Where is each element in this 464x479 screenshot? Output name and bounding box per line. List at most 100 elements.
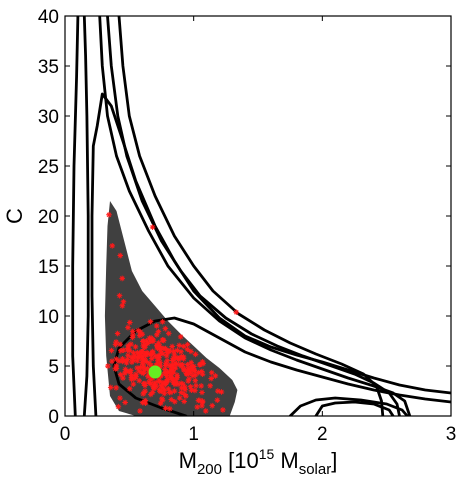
sample-point xyxy=(193,382,199,389)
sample-point xyxy=(150,384,157,390)
sample-point xyxy=(120,375,126,381)
sample-point xyxy=(147,318,154,325)
x-tick-label: 3 xyxy=(446,424,457,445)
sample-point xyxy=(107,384,114,391)
sample-point xyxy=(157,400,164,407)
sample-point xyxy=(146,360,152,366)
sample-point xyxy=(131,354,137,360)
sample-point xyxy=(124,356,131,363)
sample-point xyxy=(181,384,188,390)
sample-point xyxy=(178,348,184,355)
sample-point xyxy=(140,370,147,377)
sample-point xyxy=(189,364,196,371)
sample-point xyxy=(134,354,141,361)
sample-point xyxy=(198,368,205,375)
sample-point xyxy=(233,309,240,316)
sample-point xyxy=(155,328,162,335)
sample-point xyxy=(137,364,144,371)
sample-point xyxy=(153,323,160,329)
sample-point xyxy=(134,358,141,364)
sample-point xyxy=(195,397,202,404)
sample-point xyxy=(199,389,205,396)
sample-point xyxy=(175,356,182,363)
sample-point xyxy=(120,298,127,305)
sample-point xyxy=(164,347,170,354)
sample-point xyxy=(165,386,172,392)
sample-point xyxy=(130,381,137,387)
sample-point xyxy=(167,406,173,412)
sample-point xyxy=(132,344,139,350)
sample-point xyxy=(105,363,111,369)
sample-point xyxy=(128,354,135,361)
sample-point xyxy=(187,369,194,375)
sample-point xyxy=(169,357,176,364)
sample-point xyxy=(177,334,184,340)
sample-point xyxy=(168,374,175,381)
y-tick-label: 25 xyxy=(38,157,59,178)
y-tick-label: 30 xyxy=(38,107,59,128)
sample-point xyxy=(208,369,215,376)
sample-point xyxy=(120,347,127,353)
sample-point xyxy=(178,389,184,396)
sample-point xyxy=(117,252,124,259)
x-tick-label: 0 xyxy=(60,424,71,445)
sample-point xyxy=(116,358,122,364)
sample-point xyxy=(119,275,125,282)
sample-point xyxy=(192,351,199,358)
contour-line-2 xyxy=(71,16,80,416)
sample-point xyxy=(220,407,226,413)
contour-line-6 xyxy=(117,16,385,416)
x-label-unit: M xyxy=(274,448,298,473)
x-tick-label: 1 xyxy=(188,424,199,445)
sample-point xyxy=(162,362,169,369)
sample-point xyxy=(171,388,178,394)
sample-point xyxy=(180,343,187,350)
sample-point xyxy=(184,346,191,353)
x-label-base: M xyxy=(179,448,197,473)
x-label-bracket-close: ] xyxy=(331,448,337,473)
sample-point xyxy=(174,372,180,378)
sample-point xyxy=(169,377,175,383)
sample-point xyxy=(153,332,160,338)
sample-point xyxy=(123,360,130,366)
sample-point xyxy=(136,354,143,360)
sample-point xyxy=(171,398,178,405)
sample-point xyxy=(126,385,133,392)
sample-point xyxy=(127,367,134,374)
sample-point xyxy=(144,340,151,347)
sample-point xyxy=(191,367,198,373)
sample-point xyxy=(139,399,146,406)
sample-point xyxy=(133,373,139,380)
sample-point xyxy=(148,391,154,398)
sample-point xyxy=(148,362,154,369)
sample-point xyxy=(163,372,170,379)
sample-point xyxy=(144,350,150,356)
sample-point xyxy=(199,359,206,365)
contour-line-7 xyxy=(112,316,451,416)
sample-point xyxy=(178,380,184,387)
sample-point xyxy=(140,362,146,368)
y-tick-label: 5 xyxy=(48,357,59,378)
sample-point xyxy=(143,338,150,344)
sample-point xyxy=(157,373,164,379)
sample-point xyxy=(162,379,169,386)
y-axis-label: C xyxy=(2,208,27,224)
sample-point xyxy=(114,330,121,337)
sample-point xyxy=(144,365,151,372)
sample-point xyxy=(113,363,120,369)
sample-point xyxy=(156,386,163,393)
sample-point xyxy=(186,376,192,382)
sample-point xyxy=(177,361,183,368)
sample-point xyxy=(159,384,166,391)
sample-point xyxy=(169,366,175,372)
sample-point xyxy=(136,377,142,384)
sample-point xyxy=(149,350,155,357)
sample-point xyxy=(218,389,225,395)
sample-point xyxy=(125,345,131,351)
x-label-unit-sub: solar xyxy=(299,461,332,478)
sample-point xyxy=(121,370,128,377)
sample-point xyxy=(137,408,143,414)
